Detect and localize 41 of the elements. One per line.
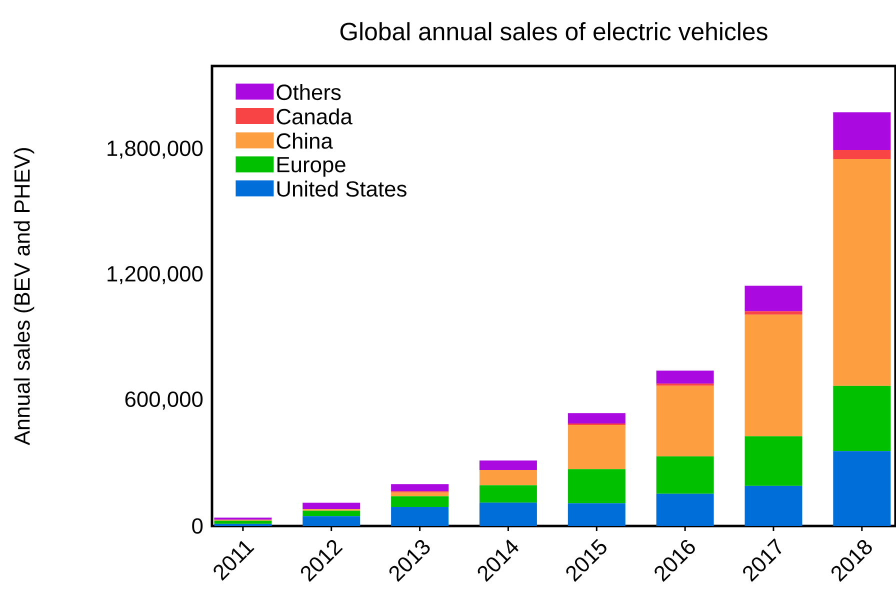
bar bbox=[744, 314, 802, 436]
bar bbox=[391, 484, 449, 492]
bar bbox=[479, 470, 537, 486]
bar bbox=[833, 150, 891, 160]
bar bbox=[656, 370, 714, 384]
bar bbox=[656, 386, 714, 456]
bar bbox=[568, 425, 626, 470]
bar bbox=[833, 159, 891, 386]
bar bbox=[214, 520, 272, 524]
y-tick-label: 600,000 bbox=[125, 391, 203, 410]
bar bbox=[656, 456, 714, 494]
bar bbox=[302, 516, 360, 526]
bar bbox=[833, 112, 891, 150]
bar bbox=[744, 286, 802, 312]
y-axis-title: Annual sales (BEV and PHEV) bbox=[14, 148, 34, 446]
bar bbox=[391, 506, 449, 526]
bar bbox=[568, 469, 626, 504]
legend-label: United States bbox=[277, 180, 406, 197]
legend-label: Europe bbox=[277, 157, 346, 177]
legend-label: China bbox=[276, 132, 333, 149]
bar bbox=[744, 436, 802, 486]
bar bbox=[568, 413, 626, 424]
y-tick-label: 1,800,000 bbox=[108, 140, 203, 159]
bar bbox=[302, 510, 360, 516]
bar bbox=[391, 496, 449, 507]
bar bbox=[479, 485, 537, 503]
y-tick-label: 1,200,000 bbox=[108, 266, 203, 284]
bar bbox=[656, 494, 714, 526]
chart-title: Global annual sales of electric vehicles bbox=[340, 22, 768, 40]
bar bbox=[833, 451, 891, 526]
bar bbox=[302, 502, 360, 510]
bar bbox=[568, 503, 626, 526]
bar bbox=[479, 502, 537, 526]
bar bbox=[391, 492, 449, 496]
legend-label: Others bbox=[276, 84, 341, 100]
bar bbox=[744, 311, 802, 315]
legend-label: Canada bbox=[276, 108, 352, 124]
y-tick-label: 0 bbox=[192, 518, 203, 534]
bar bbox=[479, 460, 537, 470]
bar bbox=[744, 486, 802, 526]
bar bbox=[833, 386, 891, 452]
